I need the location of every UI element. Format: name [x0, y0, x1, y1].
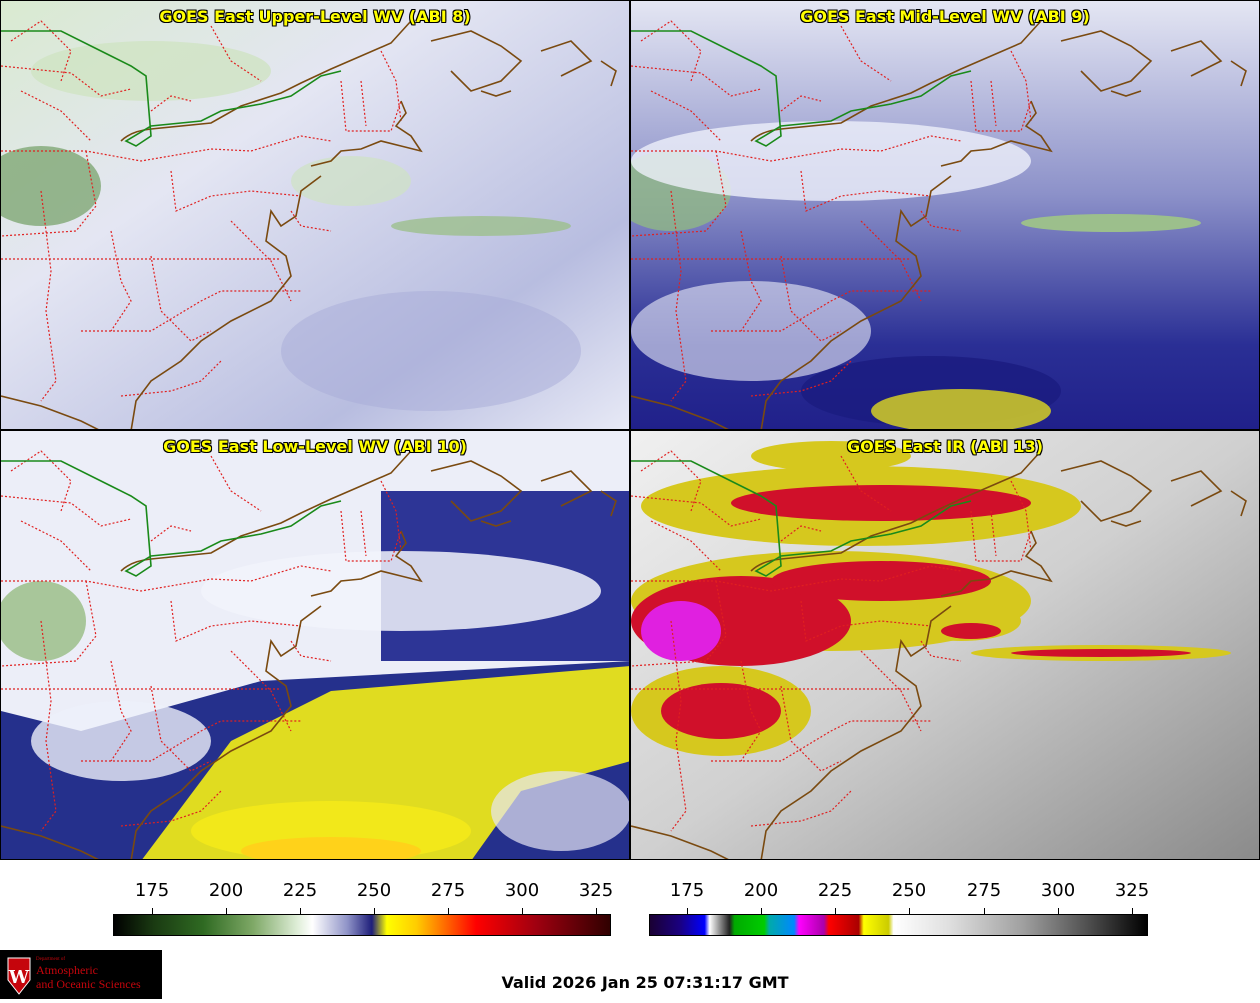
panel-low-level-wv: GOES East Low-Level WV (ABI 10) — [0, 430, 630, 860]
wv-colorbar: 175 200 225 250 275 300 325 — [113, 880, 614, 938]
logo-line3: and Oceanic Sciences — [36, 977, 141, 991]
svg-text:W: W — [8, 967, 30, 988]
colorbar-tick: 200 — [208, 880, 244, 901]
aos-logo: W Department of Atmospheric and Oceanic … — [0, 950, 162, 999]
colorbar-tick: 175 — [669, 880, 705, 901]
panel-upper-level-wv: GOES East Upper-Level WV (ABI 8) — [0, 0, 630, 430]
wv-colorbar-gradient — [113, 914, 611, 936]
colorbar-tick: 300 — [1040, 880, 1076, 901]
mid-level-wv-image — [631, 1, 1259, 429]
logo-line2: Atmospheric — [36, 963, 98, 977]
colorbar-tick: 175 — [134, 880, 170, 901]
ir-colorbar: 175 200 225 250 275 300 325 — [649, 880, 1150, 938]
colorbar-tick: 300 — [504, 880, 540, 901]
colorbar-tick: 325 — [1114, 880, 1150, 901]
valid-time: Valid 2026 Jan 25 07:31:17 GMT — [501, 973, 789, 992]
colorbar-tick: 275 — [966, 880, 1002, 901]
logo-line1: Department of — [36, 957, 66, 962]
colorbar-tick: 225 — [282, 880, 318, 901]
low-level-wv-image — [1, 431, 629, 859]
panel-ir: GOES East IR (ABI 13) — [630, 430, 1260, 860]
colorbar-tick: 225 — [817, 880, 853, 901]
ir-image — [631, 431, 1259, 859]
colorbar-tick: 250 — [891, 880, 927, 901]
ir-colorbar-gradient — [649, 914, 1148, 936]
panel-mid-level-wv: GOES East Mid-Level WV (ABI 9) — [630, 0, 1260, 430]
panel-title: GOES East Low-Level WV (ABI 10) — [163, 437, 467, 456]
colorbar-tick: 250 — [356, 880, 392, 901]
panel-title: GOES East Mid-Level WV (ABI 9) — [800, 7, 1090, 26]
colorbar-tick: 325 — [578, 880, 614, 901]
colorbar-tick: 275 — [430, 880, 466, 901]
upper-level-wv-image — [1, 1, 629, 429]
panel-title: GOES East Upper-Level WV (ABI 8) — [159, 7, 471, 26]
panel-title: GOES East IR (ABI 13) — [846, 437, 1044, 456]
colorbar-tick: 200 — [743, 880, 779, 901]
